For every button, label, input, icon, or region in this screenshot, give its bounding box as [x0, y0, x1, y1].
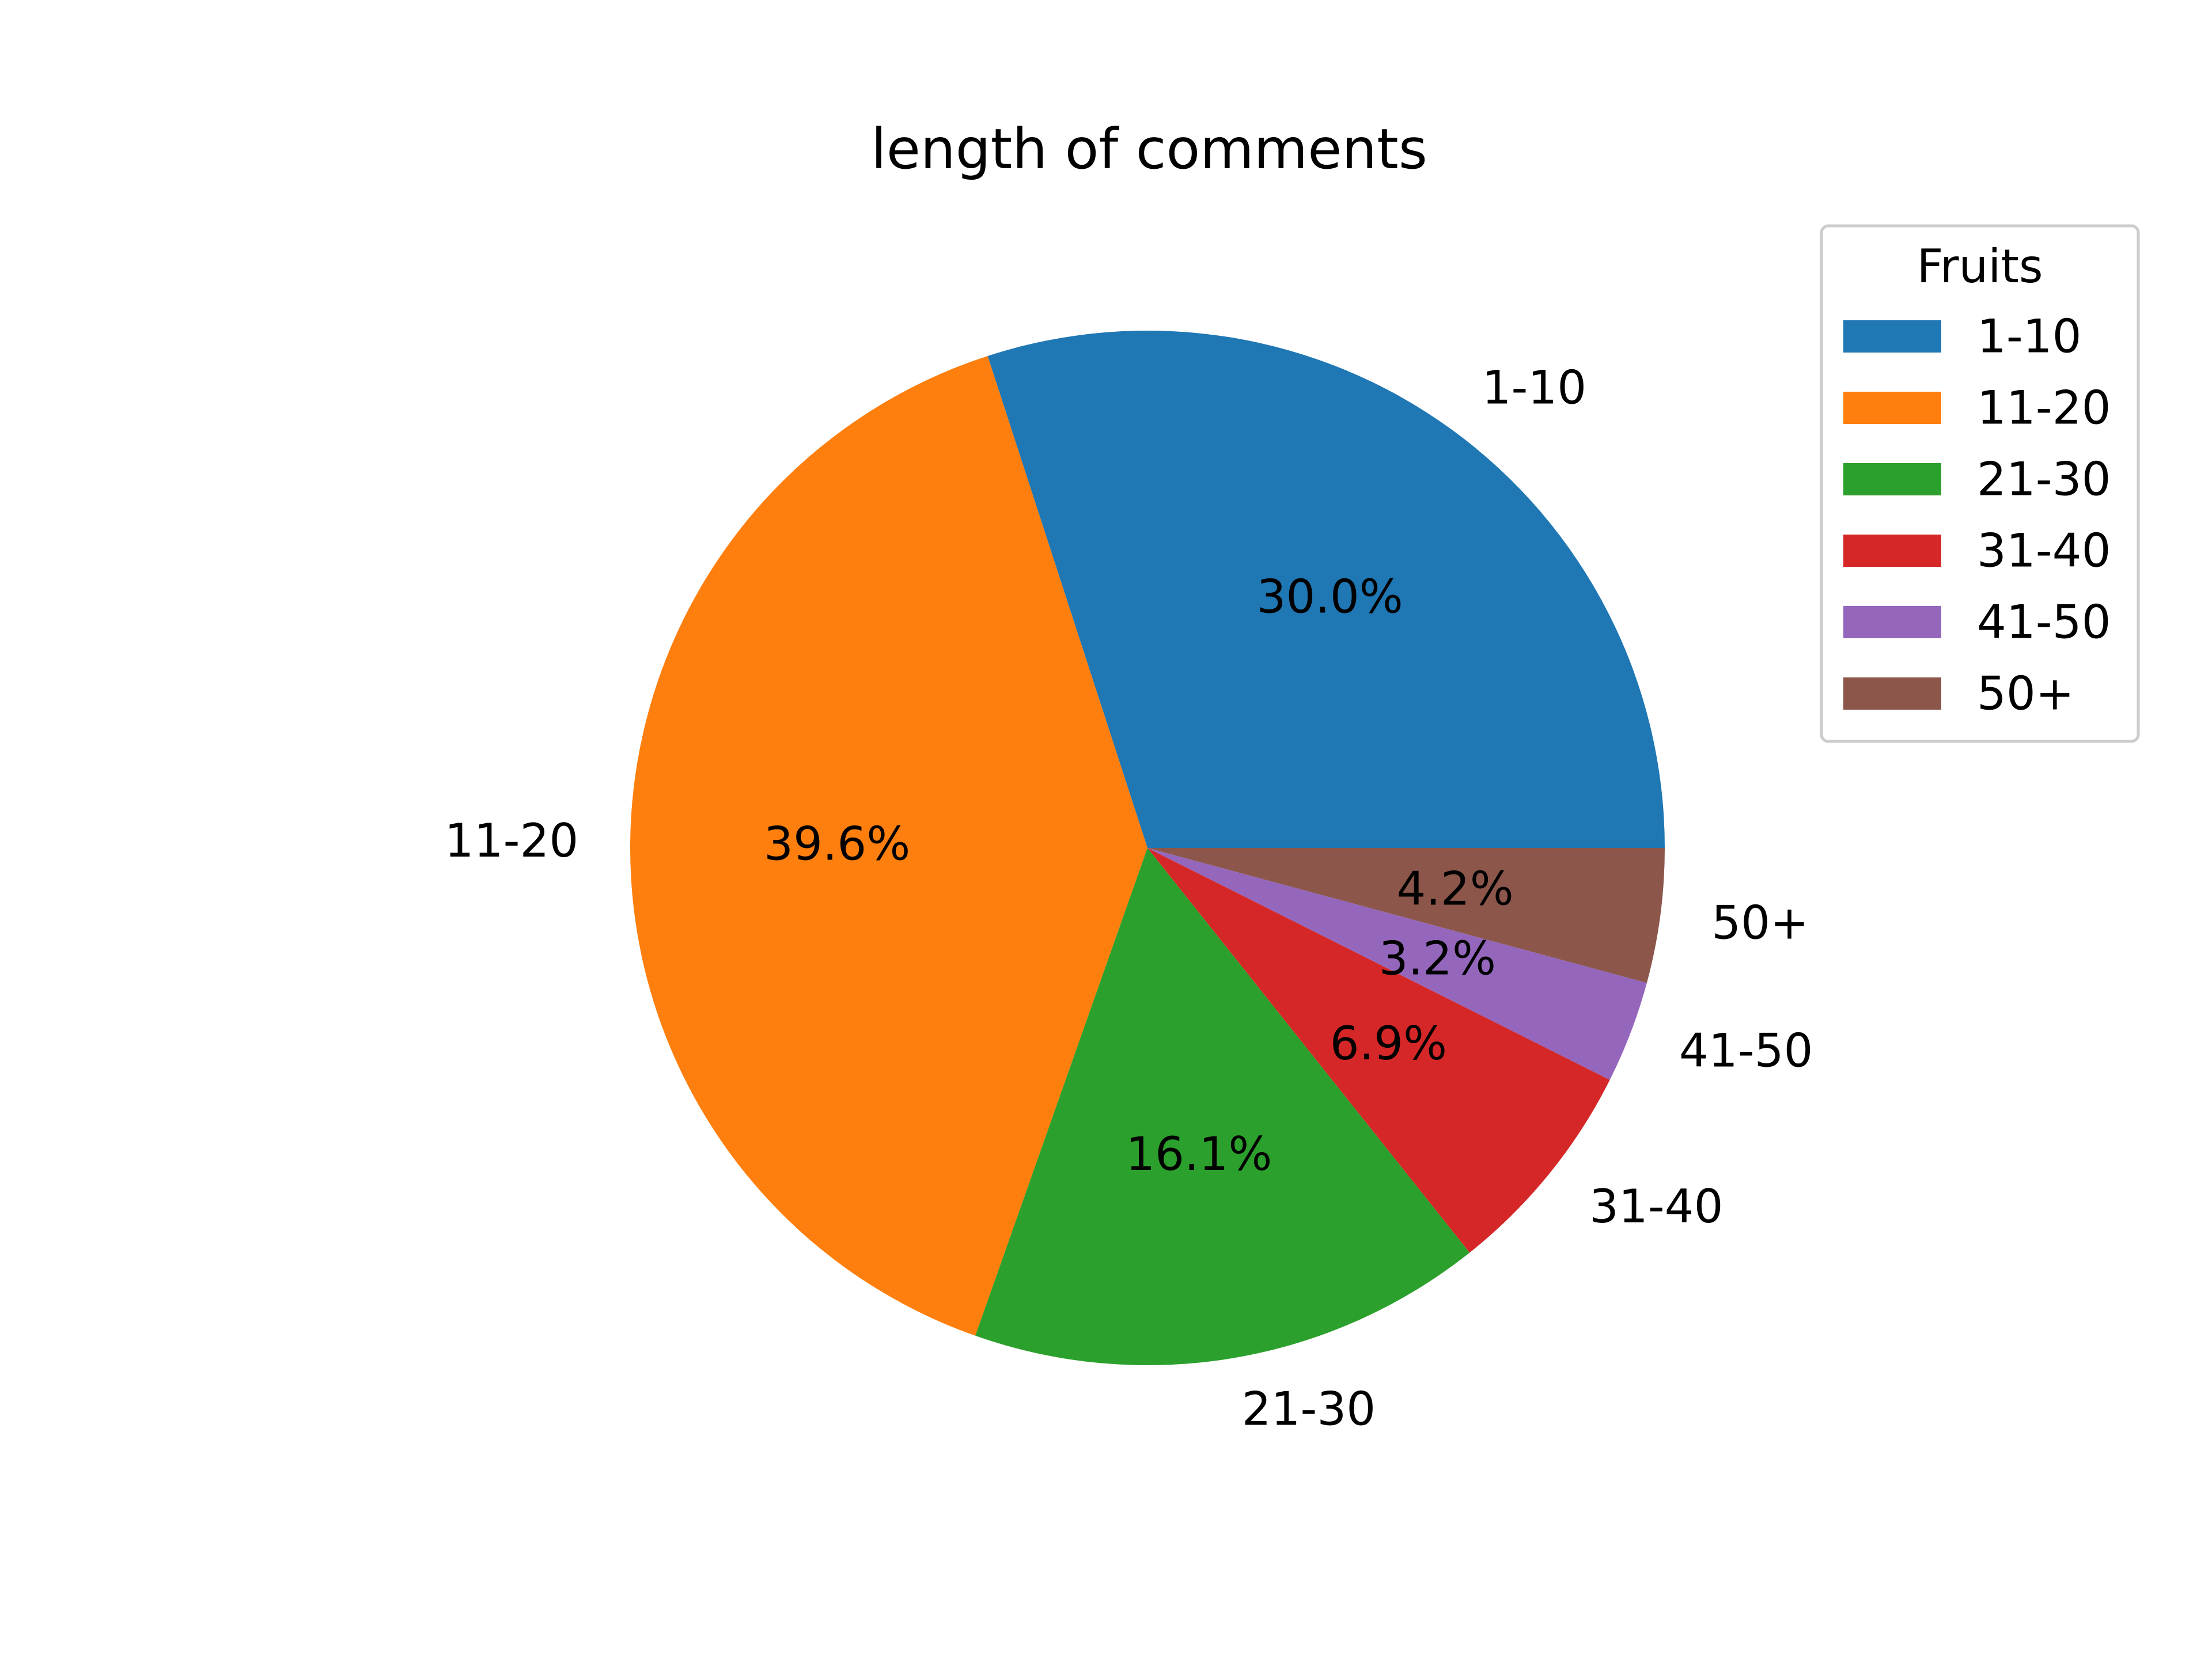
category-label-21-30: 21-30 [1242, 1382, 1376, 1436]
legend-label-50: 50+ [1977, 667, 2074, 721]
legend-items: 1-10 11-20 21-30 31-40 41-50 50+ [1843, 310, 2111, 721]
legend-label-31-40: 31-40 [1977, 524, 2111, 578]
legend-title: Fruits [1916, 240, 2043, 293]
pie-slice-31-40 [1147, 848, 1610, 1253]
pie-slice-1-10 [987, 331, 1665, 848]
legend-swatch-41-50 [1843, 606, 1941, 638]
percent-label-41-50: 3.2% [1379, 932, 1496, 986]
category-label-11-20: 11-20 [445, 814, 578, 868]
category-label-31-40: 31-40 [1589, 1180, 1723, 1233]
legend-swatch-21-30 [1843, 463, 1941, 495]
percent-labels: 30.0% 39.6% 16.1% 6.9% 3.2% 4.2% [764, 570, 1514, 1181]
pie-slice-11-20 [630, 355, 1147, 1336]
category-labels: 1-10 11-20 21-30 31-40 41-50 50+ [445, 361, 1813, 1435]
category-label-50: 50+ [1711, 896, 1809, 949]
legend-label-41-50: 41-50 [1977, 596, 2111, 649]
legend-swatch-31-40 [1843, 535, 1941, 567]
legend: Fruits 1-10 11-20 21-30 31-40 41-50 50+ [1820, 224, 2140, 743]
legend-label-21-30: 21-30 [1977, 453, 2111, 506]
category-label-1-10: 1-10 [1482, 361, 1587, 414]
pie-slice-41-50 [1147, 848, 1647, 1080]
legend-label-11-20: 11-20 [1977, 381, 2111, 435]
percent-label-50: 4.2% [1396, 862, 1513, 915]
legend-swatch-11-20 [1843, 392, 1941, 424]
pie-slice-21-30 [975, 848, 1470, 1366]
legend-swatch-1-10 [1843, 320, 1941, 353]
chart-title: length of comments [871, 117, 1427, 181]
percent-label-1-10: 30.0% [1257, 570, 1403, 624]
category-label-41-50: 41-50 [1679, 1024, 1813, 1078]
pie-slice-50 [1147, 848, 1665, 983]
pie-slices [630, 331, 1665, 1366]
percent-label-21-30: 16.1% [1126, 1127, 1272, 1181]
legend-label-1-10: 1-10 [1977, 310, 2082, 363]
percent-label-11-20: 39.6% [764, 817, 910, 871]
percent-label-31-40: 6.9% [1330, 1017, 1447, 1070]
legend-swatch-50 [1843, 677, 1941, 710]
